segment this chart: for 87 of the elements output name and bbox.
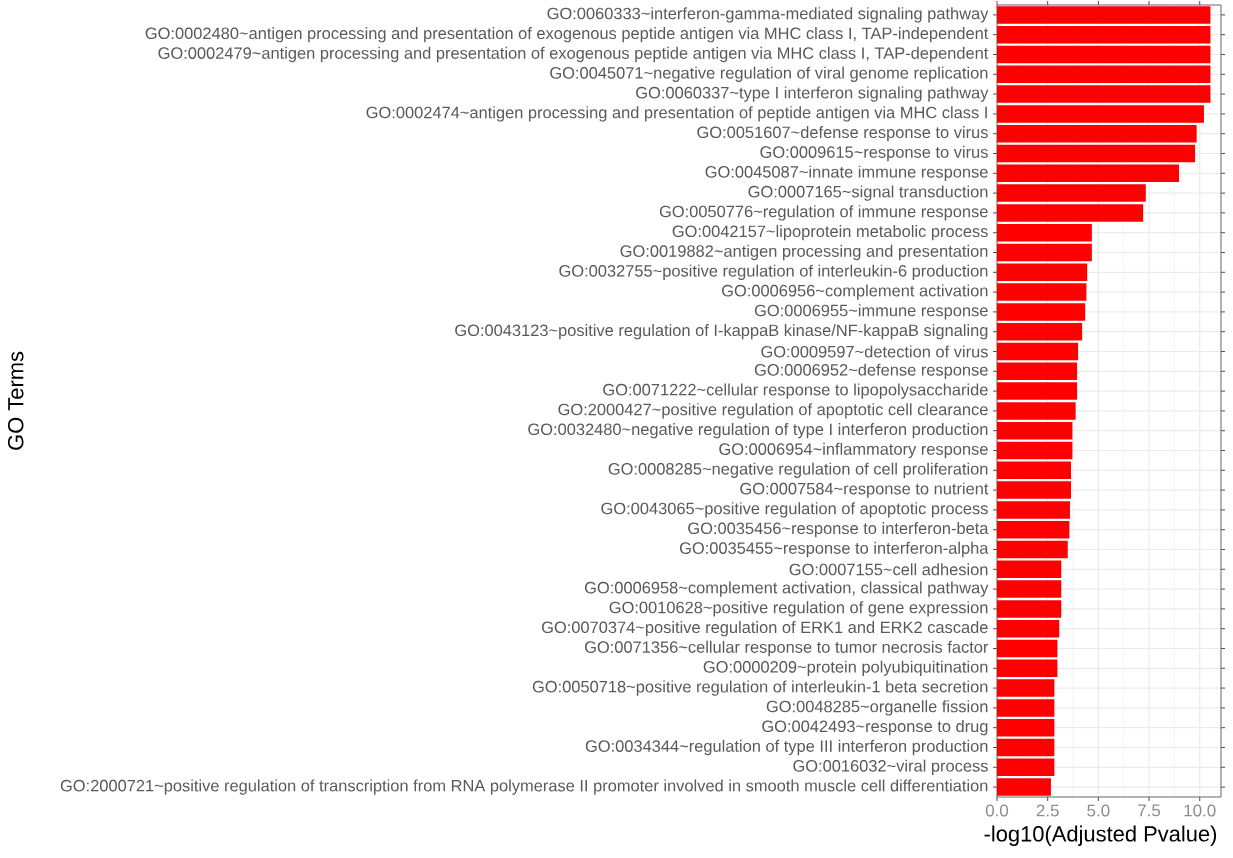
y-tick-label: GO:0006955~immune response bbox=[754, 304, 988, 320]
x-tick-label: 0.0 bbox=[985, 804, 1009, 817]
y-axis-title: GO Terms bbox=[7, 351, 24, 450]
y-tick-label: GO:0000209~protein polyubiquitination bbox=[703, 660, 988, 676]
bar bbox=[997, 441, 1073, 460]
bar bbox=[997, 659, 1058, 678]
bar bbox=[997, 322, 1083, 341]
y-tick-label: GO:0006952~defense response bbox=[754, 363, 988, 379]
bar bbox=[997, 639, 1058, 658]
y-tick-label: GO:0071356~cellular response to tumor necrosis factor bbox=[584, 640, 989, 657]
bar bbox=[997, 85, 1211, 103]
y-tick-label: GO:0043065~positive regulation of apoptotic process bbox=[601, 502, 988, 518]
bar bbox=[997, 25, 1211, 44]
bar bbox=[997, 738, 1055, 757]
bar bbox=[997, 184, 1146, 202]
y-tick-label: GO:0045087~innate immune response bbox=[705, 165, 988, 181]
bar bbox=[997, 105, 1204, 123]
y-tick-label: GO:0070374~positive regulation of ERK1 and ERK2 cascade bbox=[541, 621, 988, 637]
y-tick-label: GO:0007155~cell adhesion bbox=[789, 563, 988, 576]
y-tick-label: GO:0034344~regulation of type III interferon production bbox=[585, 739, 988, 756]
y-tick-label: GO:0043123~positive regulation of I-kappaB kinase/NF-kappaB signaling bbox=[455, 324, 988, 340]
x-tick-label: 10.0 bbox=[1184, 804, 1216, 817]
y-tick-label: GO:0016032~viral process bbox=[793, 759, 988, 775]
bar bbox=[997, 679, 1055, 697]
bar bbox=[997, 362, 1078, 381]
bar bbox=[997, 501, 1070, 519]
y-tick-label: GO:0009615~response to virus bbox=[760, 145, 988, 162]
bar bbox=[997, 758, 1055, 777]
y-tick-label: GO:0032480~negative regulation of type I interferon production bbox=[528, 423, 988, 439]
y-tick-label: GO:0045071~negative regulation of viral genome replication bbox=[550, 66, 988, 82]
y-tick-label: GO:0050718~positive regulation of interleukin-1 beta secretion bbox=[532, 680, 988, 696]
bar bbox=[997, 540, 1068, 559]
y-tick-label: GO:0051607~defense response to virus bbox=[697, 126, 988, 142]
y-tick-label: GO:0071222~cellular response to lipopolysaccharide bbox=[603, 383, 988, 399]
x-tick-label: 2.5 bbox=[1036, 804, 1059, 817]
bar bbox=[997, 421, 1073, 440]
y-tick-label: GO:0006956~complement activation bbox=[722, 284, 988, 300]
y-tick-label: GO:0007165~signal transduction bbox=[748, 185, 988, 201]
bar bbox=[997, 65, 1211, 84]
y-tick-label: GO:0002479~antigen processing and presentation of exogenous peptide antigen via MHC class I, TAP-dependent bbox=[158, 46, 989, 63]
y-tick-label: GO:0048285~organelle fission bbox=[766, 700, 988, 716]
y-tick-label: GO:0008285~negative regulation of cell proliferation bbox=[608, 462, 988, 478]
y-tick-label: GO:2000721~positive regulation of transcription from RNA polymerase II promoter involved in smooth muscle cell differentiation bbox=[60, 779, 988, 795]
y-tick-label: GO:0060337~type I interferon signaling pathway bbox=[636, 86, 989, 102]
y-tick-label: GO:0002480~antigen processing and presentation of exogenous peptide antigen via MHC class I, TAP-independent bbox=[145, 27, 989, 43]
y-tick-label: GO:0035455~response to interferon-alpha bbox=[679, 541, 989, 558]
bar bbox=[997, 243, 1092, 262]
bar bbox=[997, 6, 1211, 24]
bar bbox=[997, 263, 1088, 282]
x-axis-title: -log10(Adjusted Pvalue) bbox=[984, 825, 1217, 846]
bar bbox=[997, 382, 1078, 400]
bar bbox=[997, 718, 1055, 737]
y-tick-label: GO:0006958~complement activation, classical pathway bbox=[584, 581, 989, 597]
bar bbox=[997, 520, 1070, 539]
bar bbox=[997, 600, 1062, 618]
bar bbox=[997, 402, 1076, 420]
bar bbox=[997, 204, 1144, 222]
x-tick-label: 7.5 bbox=[1138, 804, 1161, 817]
bar bbox=[997, 223, 1092, 242]
y-tick-label: GO:0009597~detection of virus bbox=[761, 345, 988, 358]
bar bbox=[997, 560, 1062, 579]
x-tick-label: 5.0 bbox=[1087, 804, 1110, 817]
y-tick-label: GO:0007584~response to nutrient bbox=[740, 482, 989, 498]
y-tick-label: GO:0032755~positive regulation of interleukin-6 production bbox=[559, 264, 988, 280]
bar bbox=[997, 619, 1060, 638]
y-tick-label: GO:0010628~positive regulation of gene expression bbox=[609, 601, 988, 617]
y-tick-label: GO:0035456~response to interferon-beta bbox=[688, 522, 989, 538]
bar bbox=[997, 283, 1087, 301]
y-tick-label: GO:0060333~interferon-gamma-mediated signaling pathway bbox=[547, 7, 989, 23]
bar bbox=[997, 699, 1055, 717]
y-tick-label: GO:0050776~regulation of immune response bbox=[659, 205, 988, 221]
y-tick-label: GO:2000427~positive regulation of apoptotic cell clearance bbox=[558, 403, 988, 419]
y-tick-label: GO:0019882~antigen processing and presentation bbox=[620, 244, 988, 261]
bar bbox=[997, 481, 1071, 499]
bar bbox=[997, 164, 1180, 183]
bar bbox=[997, 124, 1197, 143]
bar bbox=[997, 342, 1079, 361]
bar bbox=[997, 580, 1062, 598]
bar bbox=[997, 45, 1211, 64]
bar bbox=[997, 778, 1051, 796]
bar bbox=[997, 461, 1071, 480]
bar bbox=[997, 144, 1196, 163]
y-tick-label: GO:0002474~antigen processing and presentation of peptide antigen via MHC class I bbox=[366, 106, 987, 122]
y-tick-label: GO:0042157~lipoprotein metabolic process bbox=[672, 225, 988, 241]
y-tick-label: GO:0042493~response to drug bbox=[762, 720, 988, 736]
bar bbox=[997, 303, 1086, 321]
y-tick-label: GO:0006954~inflammatory response bbox=[719, 442, 988, 459]
